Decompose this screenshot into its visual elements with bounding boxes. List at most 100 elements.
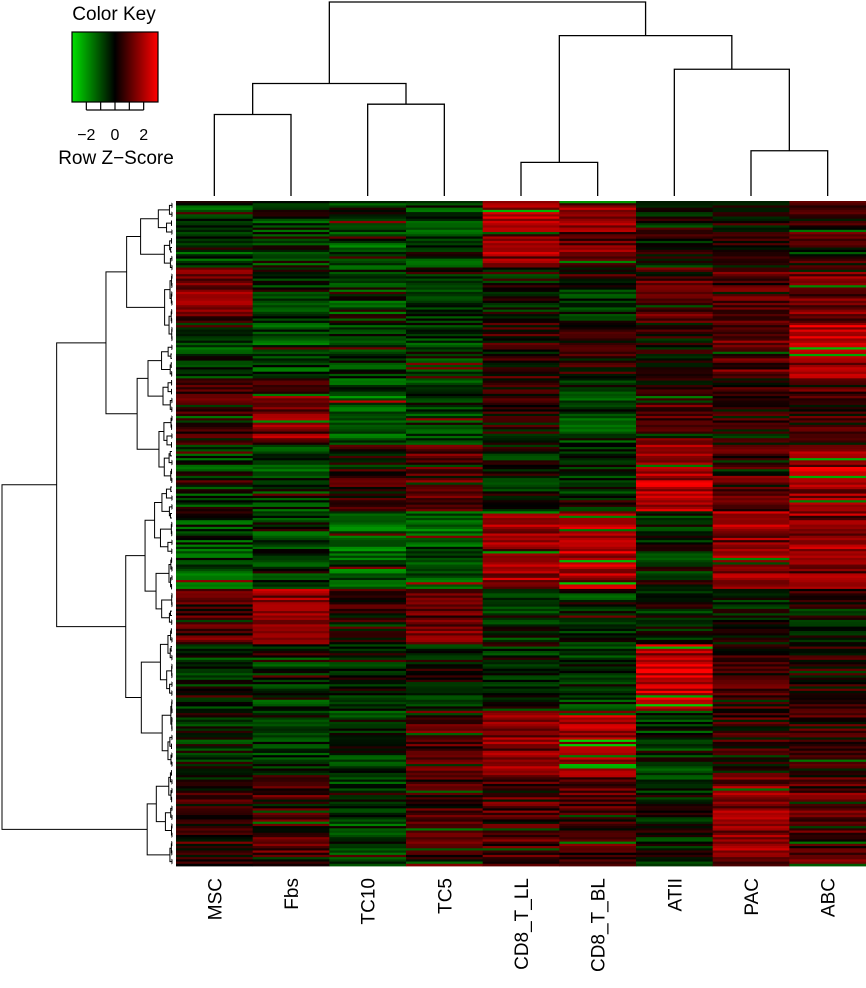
heatmap-cell bbox=[329, 500, 407, 503]
heatmap-cell bbox=[482, 726, 560, 729]
heatmap-cell bbox=[789, 619, 866, 623]
heatmap-cell bbox=[406, 369, 484, 373]
heatmap-cell bbox=[559, 557, 637, 561]
heatmap-cell bbox=[406, 345, 484, 348]
heatmap-cell bbox=[789, 504, 866, 508]
heatmap-cell bbox=[636, 491, 714, 494]
row-dendrogram-branch bbox=[136, 377, 159, 450]
heatmap-cell bbox=[406, 451, 484, 455]
heatmap-cell bbox=[176, 584, 254, 588]
heatmap-cell bbox=[636, 369, 714, 373]
heatmap-cell bbox=[252, 258, 330, 262]
heatmap-cell bbox=[252, 746, 330, 749]
heatmap-cell bbox=[329, 409, 407, 412]
heatmap-cell bbox=[329, 591, 407, 594]
heatmap-cell bbox=[712, 690, 790, 694]
heatmap-cell bbox=[636, 278, 714, 282]
heatmap-cell bbox=[329, 462, 407, 466]
heatmap-cell bbox=[482, 424, 560, 428]
heatmap-cell bbox=[329, 739, 407, 743]
heatmap-cell bbox=[789, 318, 866, 322]
heatmap-cell bbox=[252, 524, 330, 528]
heatmap-cell bbox=[636, 212, 714, 215]
heatmap-cell bbox=[329, 433, 407, 437]
heatmap-cell bbox=[789, 298, 866, 302]
heatmap-cell bbox=[482, 444, 560, 448]
heatmap-cell bbox=[176, 617, 254, 621]
heatmap-cell bbox=[252, 693, 330, 696]
heatmap-cell bbox=[712, 560, 790, 563]
heatmap-cell bbox=[406, 575, 484, 579]
heatmap-cell bbox=[712, 761, 790, 765]
heatmap-cell bbox=[252, 236, 330, 240]
heatmap-cell bbox=[482, 828, 560, 831]
heatmap-cell bbox=[712, 859, 790, 862]
heatmap-cell bbox=[176, 600, 254, 603]
heatmap-cell bbox=[406, 540, 484, 543]
heatmap-cell bbox=[252, 334, 330, 337]
heatmap-cell bbox=[406, 668, 484, 672]
heatmap-cell bbox=[406, 236, 484, 240]
heatmap-cell bbox=[252, 854, 330, 858]
heatmap-cell bbox=[789, 458, 866, 461]
heatmap-cell bbox=[559, 797, 637, 800]
heatmap-cell bbox=[482, 209, 560, 213]
heatmap-cell bbox=[329, 384, 407, 388]
heatmap-cell bbox=[712, 280, 790, 284]
heatmap-cell bbox=[252, 781, 330, 785]
heatmap-cell bbox=[176, 338, 254, 342]
heatmap-cell bbox=[789, 861, 866, 865]
heatmap-cell bbox=[176, 285, 254, 288]
heatmap-cell bbox=[176, 411, 254, 415]
heatmap-cell bbox=[482, 781, 560, 785]
heatmap-cell bbox=[789, 493, 866, 497]
heatmap-cell bbox=[252, 455, 330, 459]
heatmap-cell bbox=[482, 544, 560, 548]
heatmap-cell bbox=[712, 529, 790, 532]
heatmap-cell bbox=[712, 520, 790, 523]
heatmap-cell bbox=[559, 573, 637, 577]
heatmap-cell bbox=[406, 520, 484, 523]
heatmap-cell bbox=[252, 704, 330, 707]
heatmap-cell bbox=[406, 316, 484, 319]
heatmap-cell bbox=[789, 283, 866, 286]
heatmap-cell bbox=[176, 216, 254, 220]
heatmap-cell bbox=[482, 859, 560, 862]
heatmap-cell bbox=[482, 504, 560, 508]
heatmap-cell bbox=[636, 338, 714, 342]
heatmap-cell bbox=[559, 839, 637, 843]
heatmap-cell bbox=[559, 331, 637, 335]
heatmap-cell bbox=[636, 735, 714, 738]
heatmap-cell bbox=[252, 265, 330, 268]
heatmap-cell bbox=[482, 659, 560, 663]
heatmap-cell bbox=[252, 633, 330, 636]
heatmap-cell bbox=[712, 247, 790, 251]
heatmap-cell bbox=[482, 431, 560, 435]
heatmap-cell bbox=[636, 821, 714, 825]
heatmap-cell bbox=[559, 728, 637, 732]
heatmap-cell bbox=[176, 642, 254, 645]
heatmap-cell bbox=[406, 588, 484, 592]
heatmap-cell bbox=[712, 786, 790, 789]
heatmap-cell bbox=[712, 777, 790, 780]
heatmap-cell bbox=[712, 562, 790, 565]
heatmap-cell bbox=[406, 218, 484, 222]
heatmap-cell bbox=[252, 706, 330, 710]
heatmap-cell bbox=[789, 863, 866, 867]
heatmap-cell bbox=[482, 706, 560, 710]
heatmap-cell bbox=[712, 549, 790, 552]
heatmap-cell bbox=[789, 254, 866, 257]
heatmap-cell bbox=[712, 546, 790, 550]
heatmap-cell bbox=[636, 254, 714, 257]
heatmap-cell bbox=[636, 305, 714, 308]
heatmap-cell bbox=[176, 524, 254, 528]
heatmap-cell bbox=[329, 473, 407, 477]
heatmap-cell bbox=[329, 515, 407, 519]
heatmap-cell bbox=[482, 790, 560, 794]
heatmap-cell bbox=[789, 218, 866, 222]
heatmap-cell bbox=[252, 666, 330, 670]
heatmap-cell bbox=[406, 577, 484, 581]
heatmap-cell bbox=[252, 420, 330, 424]
heatmap-cell bbox=[559, 775, 637, 778]
row-dendrogram-branch bbox=[170, 754, 172, 765]
